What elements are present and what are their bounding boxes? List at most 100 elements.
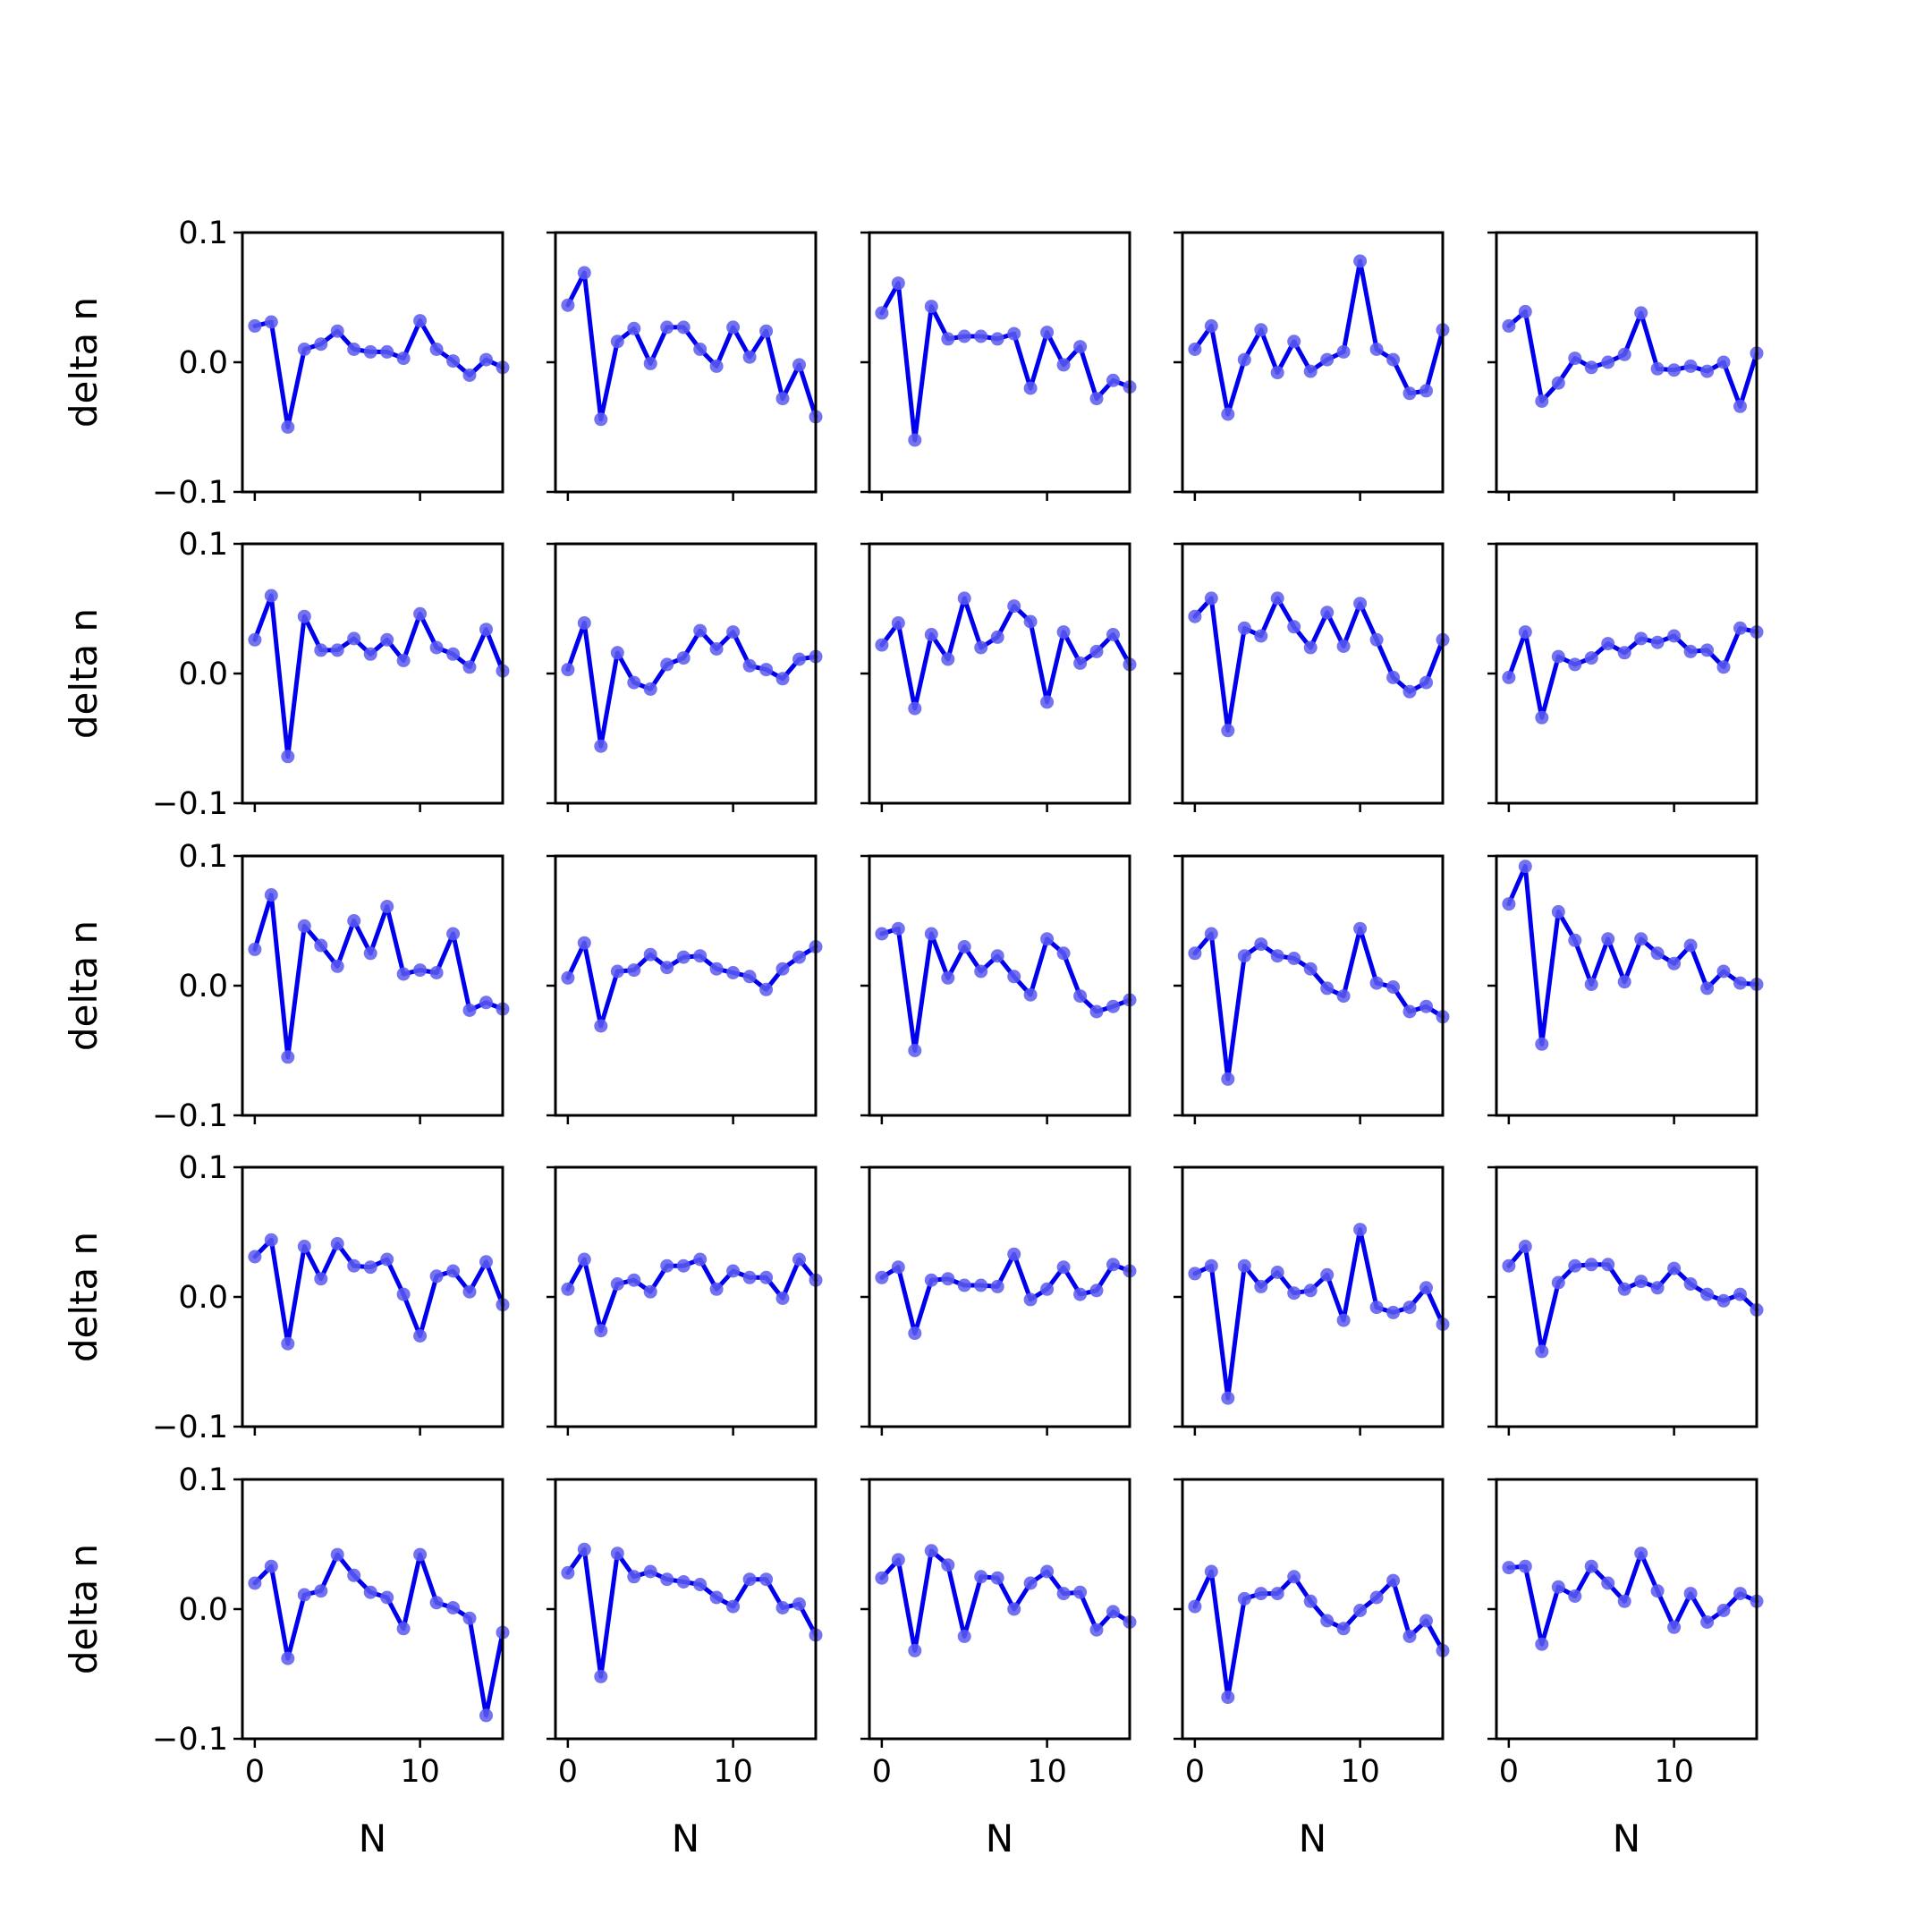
data-point <box>957 329 971 343</box>
data-point <box>1402 1004 1417 1019</box>
data-point <box>594 739 608 753</box>
data-point <box>1551 649 1565 664</box>
data-point <box>281 1336 295 1351</box>
data-point <box>693 343 708 356</box>
data-point <box>1733 1287 1747 1301</box>
data-point <box>643 1564 657 1579</box>
data-point <box>1535 710 1549 724</box>
data-point <box>1419 1614 1433 1628</box>
data-point <box>1023 381 1038 395</box>
data-point <box>1617 975 1631 989</box>
data-point <box>709 1590 724 1605</box>
data-point <box>660 1258 674 1273</box>
data-point <box>1551 376 1565 390</box>
data-point <box>990 949 1004 963</box>
data-point <box>1568 657 1582 672</box>
data-point <box>1204 927 1218 941</box>
subplot-r2-c4 <box>1174 542 1450 812</box>
y-tick-label: 0.0 <box>178 1592 228 1628</box>
data-point <box>363 1585 377 1599</box>
data-point <box>577 936 591 950</box>
data-point <box>462 660 477 674</box>
data-point <box>660 961 674 975</box>
data-point <box>380 632 394 647</box>
data-point <box>1634 1546 1648 1561</box>
series-line <box>1192 258 1445 417</box>
data-point <box>1650 1584 1665 1598</box>
data-point <box>1502 670 1516 684</box>
data-point <box>429 1269 444 1284</box>
x-axis-label: N <box>672 1817 699 1860</box>
series-line <box>565 1546 818 1679</box>
data-point <box>1254 937 1268 952</box>
data-point <box>891 276 905 291</box>
subplot-r1-c2 <box>547 231 823 501</box>
data-point <box>627 1570 641 1584</box>
series-line <box>565 940 818 1029</box>
data-point <box>1221 1072 1235 1086</box>
data-point <box>577 266 591 280</box>
series-line <box>879 926 1132 1053</box>
subplot-r2-c3 <box>860 542 1137 812</box>
data-point <box>446 927 461 941</box>
data-point <box>577 616 591 630</box>
data-point <box>1237 621 1251 635</box>
data-point <box>1551 1580 1565 1594</box>
data-point <box>891 1553 905 1567</box>
data-point <box>462 1611 477 1625</box>
data-point <box>264 888 278 902</box>
data-point <box>1716 964 1731 979</box>
data-point <box>1056 946 1071 961</box>
data-point <box>1617 347 1631 361</box>
data-point <box>297 919 311 933</box>
data-point <box>891 616 905 630</box>
y-tick-label: 0.1 <box>178 527 228 563</box>
series-line <box>252 1552 505 1718</box>
data-point <box>1073 656 1088 670</box>
y-tick-label: 0.1 <box>178 1150 228 1186</box>
data-point <box>1369 1590 1384 1605</box>
data-point <box>248 1250 262 1264</box>
data-point <box>1386 980 1401 994</box>
data-point <box>1535 1344 1549 1359</box>
data-point <box>380 1590 394 1605</box>
data-point <box>1270 366 1284 380</box>
data-point <box>1073 1585 1088 1599</box>
data-point <box>990 1279 1004 1293</box>
data-point <box>990 630 1004 644</box>
data-point <box>875 1270 889 1284</box>
data-point <box>1700 643 1715 657</box>
data-point <box>1518 860 1532 874</box>
data-point <box>1650 1281 1665 1295</box>
data-point <box>1023 614 1038 629</box>
x-tick-label: 10 <box>713 1754 753 1790</box>
data-point <box>643 682 657 696</box>
data-point <box>347 343 361 356</box>
data-point <box>792 652 806 666</box>
data-point <box>759 1572 774 1587</box>
y-axis-label: delta n <box>62 608 106 739</box>
data-point <box>974 1278 988 1292</box>
data-point <box>1353 1223 1368 1237</box>
data-point <box>1287 1286 1301 1301</box>
data-point <box>1353 1604 1368 1617</box>
data-point <box>446 1601 461 1614</box>
data-point <box>1634 306 1648 320</box>
y-tick-label: 0.0 <box>178 969 228 1004</box>
data-point <box>1584 1559 1598 1573</box>
data-point <box>1007 970 1021 984</box>
data-point <box>775 962 790 976</box>
data-point <box>446 354 461 369</box>
data-point <box>660 1572 674 1587</box>
data-point <box>1336 344 1351 359</box>
series-line <box>252 893 505 1060</box>
series-line <box>1506 625 1759 720</box>
series-line <box>879 281 1132 443</box>
data-point <box>1667 1261 1682 1275</box>
data-point <box>462 1284 477 1299</box>
data-point <box>297 1240 311 1253</box>
data-point <box>429 640 444 655</box>
data-point <box>1700 981 1715 996</box>
data-point <box>759 982 774 996</box>
data-point <box>1188 1267 1202 1281</box>
